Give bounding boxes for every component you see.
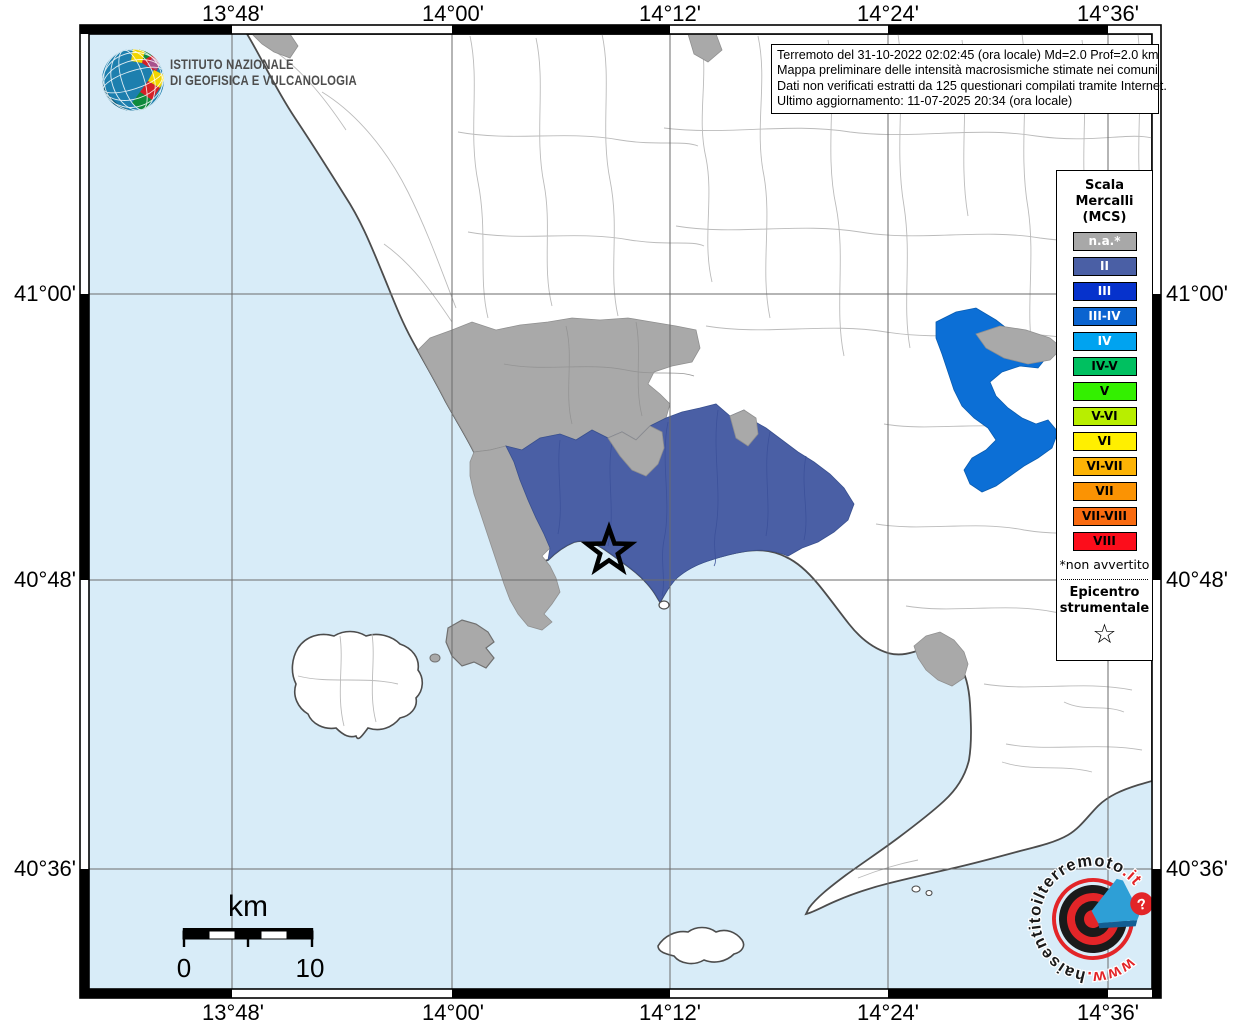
lon-label-top-2: 14°00' (422, 1, 484, 26)
ii-region-inner-borders (557, 409, 807, 597)
legend-title: Scala Mercalli (MCS) (1075, 178, 1134, 225)
info-line-data: Dati non verificati estratti da 125 ques… (777, 78, 1167, 93)
mcs-scale-legend: Scala Mercalli (MCS) n.a.* II III III-IV IV I… (1056, 170, 1153, 661)
lon-label-top-4: 14°24' (857, 1, 919, 26)
legend-swatch: VII (1072, 482, 1137, 501)
legend-swatch: V (1072, 382, 1137, 401)
legend-swatch: V-VI (1072, 407, 1137, 426)
scale-bar-unit: km (228, 890, 268, 923)
legend-epicenter-label: Epicentro strumentale (1059, 585, 1150, 616)
lat-label-left-2: 40°48' (14, 567, 76, 592)
lat-label-right-2: 40°48' (1166, 567, 1228, 592)
epicenter-star-icon: ☆ (1092, 619, 1117, 650)
intensity-region-na (251, 34, 969, 687)
legend-swatch: III-IV (1072, 307, 1137, 326)
map-border-frame (79, 24, 1162, 999)
islet-nisida (658, 600, 670, 610)
scale-bar: km 0 10 (177, 890, 325, 983)
lat-label-right-3: 40°36' (1166, 856, 1228, 881)
lat-label-left-3: 40°36' (14, 856, 76, 881)
legend-swatch: II (1072, 257, 1137, 276)
na-region-inner-borders (503, 321, 695, 425)
legend-swatch: VI (1072, 432, 1137, 451)
info-line-event: Terremoto del 31-10-2022 02:02:45 (ora l… (777, 48, 1159, 62)
legend-swatch: VI-VII (1072, 457, 1137, 476)
ingv-logo-text: ISTITUTO NAZIONALE DI GEOFISICA E VULCAN… (170, 57, 357, 88)
lon-label-top-1: 13°48' (202, 1, 264, 26)
legend-swatch: IV (1072, 332, 1137, 351)
epicenter-star-marker (580, 521, 638, 576)
legend-items: n.a.* II III III-IV IV IV-V V V-VI VI VI-VII VII VI… (1057, 232, 1152, 551)
lon-label-bottom-5: 14°36' (1077, 1000, 1139, 1025)
lon-label-bottom-3: 14°12' (639, 1000, 701, 1025)
lon-label-bottom-1: 13°48' (202, 1000, 264, 1025)
islet-li-galli-2 (925, 889, 933, 897)
ingv-logo-line-2: DI GEOFISICA E VULCANOLOGIA (170, 72, 357, 88)
question-mark-badge: ? (1130, 892, 1152, 916)
legend-swatch: n.a.* (1072, 232, 1137, 251)
islet-vivara (429, 653, 441, 663)
megaphone-icon (1091, 878, 1140, 929)
legend-swatch: VII-VIII (1072, 507, 1137, 526)
legend-swatch: III (1072, 282, 1137, 301)
island-ischia (291, 630, 424, 740)
scale-bar-end: 10 (296, 953, 325, 983)
scale-bar-start: 0 (177, 953, 191, 983)
legend-swatch: IV-V (1072, 357, 1137, 376)
legend-swatch: VIII (1072, 532, 1137, 551)
lat-label-right-1: 41°00' (1166, 281, 1228, 306)
legend-divider (1061, 579, 1148, 580)
lat-label-left-1: 41°00' (14, 281, 76, 306)
lon-label-bottom-2: 14°00' (422, 1000, 484, 1025)
island-ischia-borders (297, 633, 399, 727)
intensity-region-na-inner (607, 409, 759, 477)
earthquake-info-box: Terremoto del 31-10-2022 02:02:45 (ora l… (771, 44, 1167, 115)
lon-label-top-5: 14°36' (1077, 1, 1139, 26)
islet-li-galli-1 (911, 885, 921, 893)
ingv-logo-line-1: ISTITUTO NAZIONALE (170, 57, 294, 72)
question-mark: ? (1135, 895, 1148, 914)
legend-footnote: *non avvertito (1059, 557, 1150, 572)
lon-label-bottom-4: 14°24' (857, 1000, 919, 1025)
map-interior: km 0 10 ? (89, 34, 1152, 989)
info-line-update: Ultimo aggiornamento: 11-07-2025 20:34 (… (777, 93, 1073, 108)
info-line-map: Mappa preliminare delle intensità macros… (777, 63, 1158, 78)
lon-label-top-3: 14°12' (639, 1, 701, 26)
island-capri (657, 926, 745, 965)
